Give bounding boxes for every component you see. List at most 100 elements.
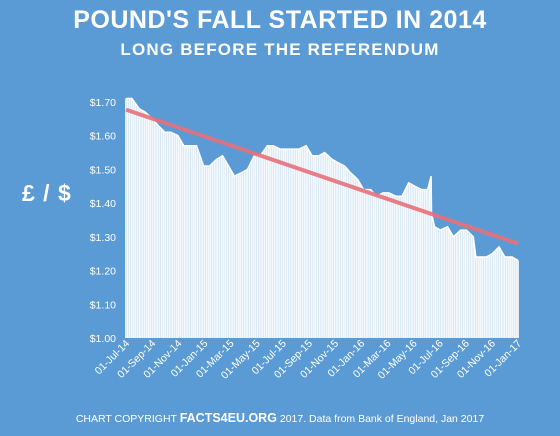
bar	[256, 155, 259, 338]
bar	[361, 187, 364, 338]
bar	[383, 192, 386, 338]
bar	[425, 189, 427, 338]
bar	[297, 149, 300, 338]
bar	[132, 100, 135, 339]
bar	[186, 145, 189, 338]
bar	[421, 189, 424, 338]
bar	[263, 149, 266, 338]
bar	[327, 156, 330, 338]
bar	[359, 184, 362, 338]
bar	[511, 257, 514, 338]
bar	[198, 153, 201, 338]
bar	[404, 189, 407, 338]
bar	[490, 253, 493, 338]
bar	[207, 165, 210, 338]
bar	[218, 157, 221, 338]
bar	[140, 109, 142, 339]
bar	[479, 257, 482, 338]
trend-line	[125, 107, 519, 246]
bar	[215, 159, 217, 338]
bar	[151, 118, 154, 338]
bar	[222, 157, 225, 338]
bar	[502, 253, 504, 338]
bar	[417, 188, 420, 338]
bar	[170, 132, 172, 338]
bar	[395, 196, 397, 338]
bar	[162, 130, 165, 338]
bar	[342, 165, 345, 338]
bar	[432, 222, 435, 338]
bar	[485, 257, 488, 338]
bar	[183, 145, 186, 338]
bar	[280, 149, 283, 338]
bar	[292, 149, 294, 338]
y-tick-label: $1.30	[90, 232, 116, 244]
bar	[507, 257, 510, 338]
bar	[192, 145, 195, 338]
y-axis: $1.00 $1.10 $1.20 $1.30 $1.40 $1.50 $1.60 $1.70	[90, 97, 116, 345]
bar	[352, 175, 354, 338]
bar	[398, 196, 401, 338]
bar	[271, 145, 274, 338]
bar	[233, 175, 236, 338]
bar	[265, 146, 268, 338]
bar	[200, 158, 202, 338]
bar	[492, 252, 495, 338]
bar	[190, 145, 193, 338]
bar	[466, 230, 469, 338]
trend-line-group	[125, 107, 519, 246]
bar	[517, 260, 519, 338]
bar	[258, 155, 261, 338]
bar	[406, 185, 409, 338]
bar	[413, 186, 416, 338]
y-tick-label: $1.00	[90, 333, 116, 345]
y-tick-label: $1.20	[90, 266, 116, 278]
bar	[237, 174, 240, 338]
bar	[443, 227, 446, 338]
bar	[145, 113, 148, 338]
bar	[177, 136, 180, 338]
bar	[496, 248, 499, 338]
bar	[408, 183, 411, 338]
x-axis: 01-Jul-1401-Sep-1401-Nov-1401-Jan-1501-M…	[93, 338, 525, 382]
bar	[149, 117, 152, 338]
bar	[245, 170, 247, 338]
bar	[488, 255, 491, 338]
bar	[307, 148, 309, 338]
bar	[380, 193, 382, 338]
bar	[134, 103, 137, 338]
bar	[385, 192, 388, 338]
bar	[230, 170, 232, 338]
bar	[185, 145, 187, 338]
bar	[282, 149, 285, 338]
bar	[365, 189, 367, 338]
bar	[138, 108, 141, 338]
bar-series	[125, 97, 519, 339]
bar	[419, 188, 422, 338]
bar	[320, 154, 322, 338]
bar	[173, 134, 176, 338]
bar	[415, 187, 418, 338]
bar	[252, 157, 255, 338]
bar	[445, 227, 448, 338]
bar	[387, 192, 390, 338]
bar	[194, 145, 197, 338]
bar	[310, 155, 313, 338]
chart-title: POUND'S FALL STARTED IN 2014	[73, 6, 487, 34]
bar	[436, 228, 439, 338]
bar	[357, 181, 360, 338]
bar	[513, 258, 516, 338]
bar	[487, 256, 489, 338]
bar	[355, 178, 358, 338]
bar	[481, 257, 484, 338]
bar	[397, 196, 399, 338]
bar	[346, 169, 349, 338]
bar	[241, 172, 244, 338]
bar	[156, 125, 159, 339]
bar	[322, 153, 324, 338]
bar	[428, 180, 431, 338]
bar	[305, 145, 307, 338]
bar	[228, 167, 231, 338]
bar	[136, 106, 139, 338]
